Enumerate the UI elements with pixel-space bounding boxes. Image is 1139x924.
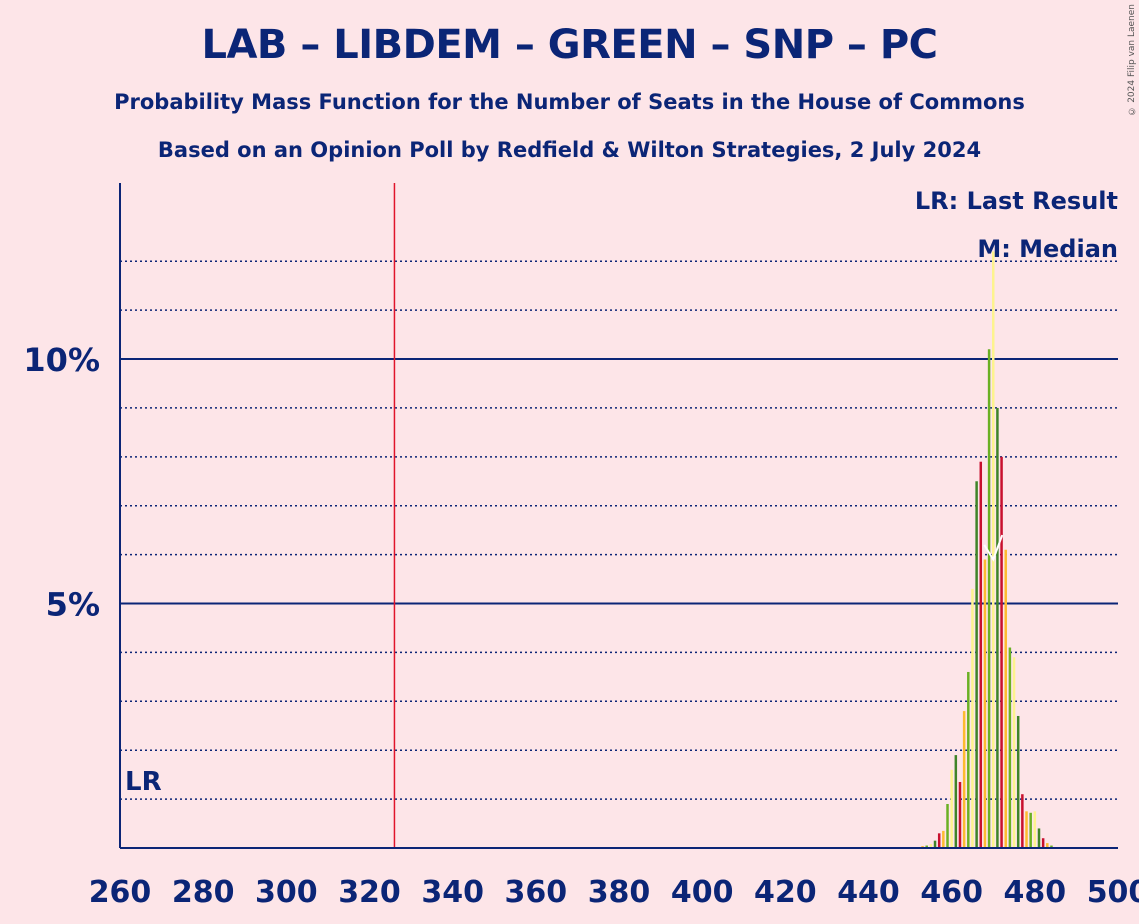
- bar: [1016, 715, 1020, 848]
- bar: [1021, 794, 1024, 848]
- bar: [992, 251, 995, 849]
- bar: [971, 588, 974, 848]
- legend-median: M: Median: [977, 235, 1118, 263]
- x-tick-label: 320: [338, 875, 401, 910]
- bar: [1033, 811, 1037, 848]
- bar: [996, 407, 999, 848]
- bar: [983, 559, 987, 848]
- x-tick-label: 340: [421, 875, 484, 910]
- x-tick-label: 420: [754, 875, 817, 910]
- x-tick-label: 400: [671, 875, 734, 910]
- bar: [950, 769, 953, 848]
- axes: [119, 183, 1118, 849]
- x-tick-label: 500: [1087, 875, 1139, 910]
- legend-last-result: LR: Last Result: [915, 187, 1118, 215]
- bar: [929, 844, 933, 848]
- bar: [1025, 811, 1028, 848]
- x-tick-label: 280: [172, 875, 235, 910]
- x-tick-label: 440: [837, 875, 900, 910]
- bar: [979, 461, 983, 848]
- bar: [967, 671, 970, 848]
- chart-title: LAB – LIBDEM – GREEN – SNP – PC: [201, 22, 938, 68]
- bar: [925, 845, 928, 848]
- bar: [933, 840, 937, 848]
- x-tick-label: 260: [89, 875, 152, 910]
- y-tick-label: 5%: [46, 586, 100, 624]
- bar: [937, 833, 941, 848]
- tick-labels: 260 280 300 320 340 360 380 400 420 440 460 480 500 5…: [23, 341, 1139, 910]
- markers: [393, 183, 1004, 848]
- bar: [975, 481, 978, 848]
- y-tick-label: 10%: [23, 341, 100, 379]
- chart-source: Based on an Opinion Poll by Redfield & W…: [157, 138, 982, 162]
- x-tick-label: 300: [255, 875, 318, 910]
- bar: [1004, 549, 1007, 848]
- x-tick-label: 380: [588, 875, 651, 910]
- bar: [1046, 843, 1049, 848]
- x-tick-label: 480: [1004, 875, 1067, 910]
- bar: [946, 803, 949, 848]
- bar: [1012, 657, 1016, 848]
- bar: [1037, 828, 1041, 848]
- x-tick-label: 460: [920, 875, 983, 910]
- median-marker: [983, 534, 1004, 562]
- bar: [1000, 456, 1003, 848]
- chart-subtitle: Probability Mass Function for the Number…: [114, 90, 1025, 114]
- bar: [1008, 647, 1012, 848]
- gridlines: [120, 260, 1118, 800]
- bar: [1041, 838, 1045, 848]
- last-result-marker-label: LR: [125, 767, 162, 797]
- bar: [1050, 845, 1053, 848]
- x-tick-label: 360: [505, 875, 568, 910]
- bar: [942, 830, 945, 848]
- bar: [962, 711, 966, 848]
- bar: [987, 349, 991, 848]
- bar-series: [917, 251, 1057, 849]
- bar: [954, 755, 958, 848]
- bar: [958, 781, 962, 848]
- bar: [1029, 812, 1032, 848]
